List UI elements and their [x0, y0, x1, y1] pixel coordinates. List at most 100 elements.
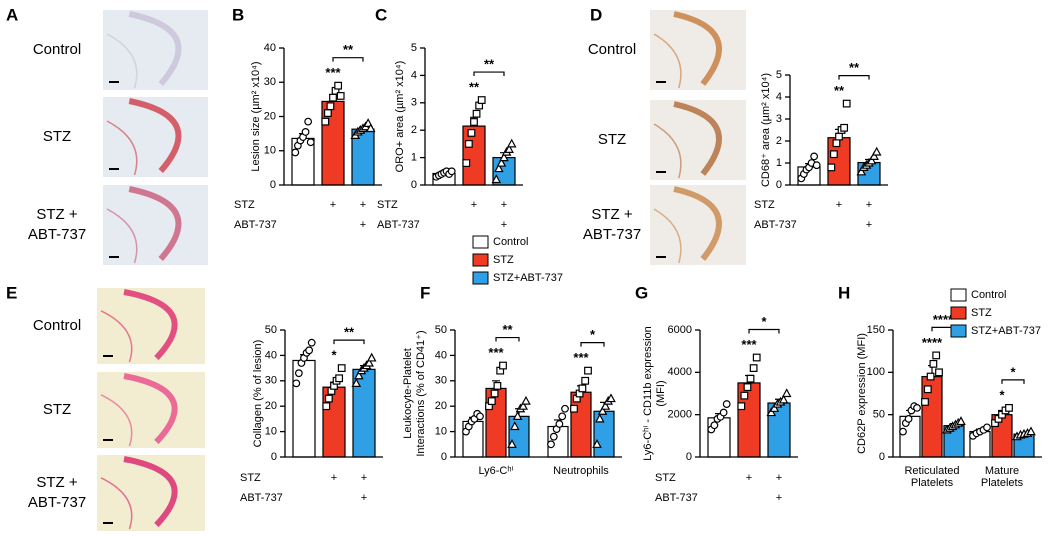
data-point: [752, 353, 761, 362]
data-point: [462, 159, 471, 167]
legend-label: STZ+ABT-737: [971, 325, 1041, 337]
image-label: Control: [33, 317, 81, 334]
treatment-mark: +: [866, 219, 872, 231]
vessel-wall: [106, 33, 138, 89]
panel-label: G: [635, 283, 648, 302]
data-point: [778, 394, 789, 404]
data-point: [766, 407, 777, 417]
y-tick-label: 20: [435, 400, 447, 412]
y-axis-label: CD68⁺ area (µm² x10⁴): [760, 73, 772, 187]
image-label: STZ +: [36, 206, 77, 223]
data-point: [354, 370, 364, 380]
data-point: [810, 152, 819, 161]
bracket: [332, 57, 364, 62]
vessel-wall: [106, 120, 138, 176]
vessel-wall: [100, 394, 133, 447]
data-point: [710, 421, 719, 430]
data-point: [477, 96, 486, 104]
data-point: [321, 117, 330, 126]
data-point: [509, 421, 520, 431]
data-point: [842, 99, 851, 108]
panel-label: D: [590, 5, 602, 24]
treatment-mark: +: [361, 472, 367, 484]
legend-label: STZ+ABT-737: [493, 272, 563, 284]
y-tick-label: 40: [435, 349, 447, 361]
y-tick-label: 4000: [668, 366, 692, 378]
y-axis-label: Lesion size (µm² x10⁴): [250, 61, 262, 171]
data-point: [512, 411, 523, 420]
data-point: [507, 439, 517, 448]
y-tick-label: 30: [264, 76, 276, 88]
lesion: [123, 373, 178, 445]
significance: **: [502, 322, 513, 337]
legend-swatch: [950, 324, 967, 338]
treatment-mark: +: [330, 199, 336, 211]
x-tick-label: Reticulated: [904, 465, 959, 477]
panel-label: B: [232, 5, 244, 24]
image-label: ABT-737: [583, 226, 641, 243]
y-tick-label: 3: [776, 113, 782, 125]
y-tick-label: 10: [264, 145, 276, 157]
treatment-mark: +: [776, 492, 782, 504]
data-point: [365, 123, 376, 133]
legend-label: Control: [493, 236, 528, 248]
data-point: [506, 138, 517, 148]
data-point: [366, 352, 377, 362]
vessel-wall: [653, 33, 682, 89]
treatment-label: STZ: [377, 199, 398, 211]
data-point: [866, 155, 877, 165]
treatment-mark: +: [776, 472, 782, 484]
panel-label: A: [6, 5, 18, 24]
y-axis-label: ORO+ area (µm² x10⁴): [394, 61, 406, 173]
significance: *: [1010, 364, 1016, 379]
data-point: [932, 351, 941, 360]
treatment-mark: +: [331, 472, 337, 484]
treatment-label: ABT-737: [234, 219, 277, 231]
bar: [508, 415, 530, 458]
y-tick-label: 0: [686, 451, 692, 463]
lesion: [673, 11, 722, 86]
data-point: [464, 140, 473, 148]
data-point: [737, 402, 746, 411]
y-tick-label: 40: [265, 349, 277, 361]
bracket: [580, 342, 605, 347]
data-point: [491, 174, 502, 184]
image-label: STZ +: [36, 474, 77, 491]
vessel-wall: [653, 123, 682, 179]
y-tick-label: 0: [441, 451, 447, 463]
treatment-label: ABT-737: [754, 219, 797, 231]
data-point: [306, 138, 315, 147]
bracket: [748, 328, 780, 334]
data-point: [555, 420, 564, 428]
y-tick-label: 0: [271, 451, 277, 463]
treatment-label: STZ: [655, 472, 676, 484]
data-point: [929, 359, 938, 368]
treatment-label: ABT-737: [377, 219, 420, 231]
data-point: [307, 338, 316, 347]
data-point: [490, 389, 499, 398]
significance: ****: [922, 335, 943, 350]
data-point: [336, 92, 345, 100]
data-point: [983, 423, 991, 432]
treatment-label: STZ: [234, 199, 255, 211]
legend-swatch: [950, 288, 967, 302]
vessel-wall: [653, 208, 682, 264]
y-tick-label: 10: [265, 426, 277, 438]
lesion: [128, 11, 182, 86]
data-point: [584, 366, 592, 375]
data-point: [956, 416, 966, 426]
y-tick-label: 5: [776, 69, 782, 81]
lesion: [123, 289, 178, 361]
data-point: [558, 412, 567, 421]
y-tick-label: 1: [776, 157, 782, 169]
lesion: [673, 186, 722, 261]
data-point: [499, 361, 507, 370]
x-tick-label: Ly6-Cʰⁱ: [478, 465, 513, 477]
data-point: [291, 148, 300, 157]
data-point: [594, 413, 605, 423]
legend-label: STZ: [971, 307, 992, 319]
treatment-label: STZ: [754, 199, 775, 211]
data-point: [476, 412, 484, 421]
image-label: ABT-737: [28, 226, 86, 243]
data-point: [827, 163, 836, 172]
